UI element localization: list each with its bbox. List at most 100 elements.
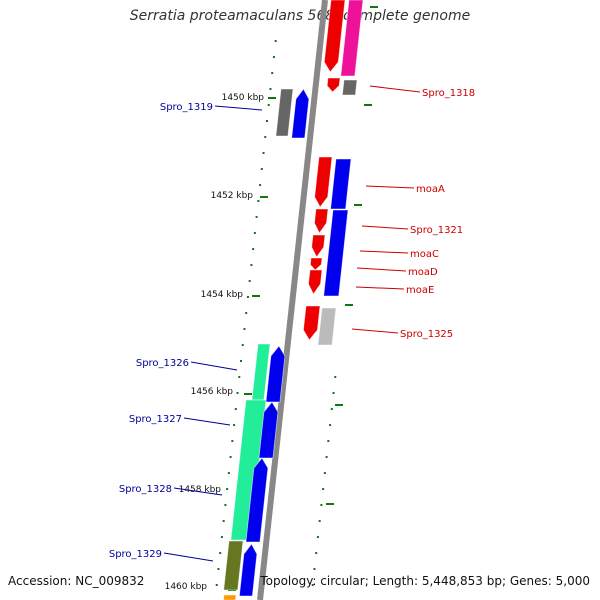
track-dot <box>269 88 272 90</box>
gene-label-reverse: Spro_1328 <box>119 484 172 495</box>
tick-mark <box>364 104 372 106</box>
track-dot <box>257 200 260 202</box>
gene-label-forward: moaD <box>408 267 438 278</box>
track-dot <box>215 584 218 586</box>
track-dot <box>264 136 267 138</box>
tick-mark <box>244 393 252 395</box>
tick-label: 1460 kbp <box>165 582 208 592</box>
gene-spro-1325-red <box>302 305 321 341</box>
gene-moaE <box>308 269 323 295</box>
gene-label-forward: Spro_1321 <box>410 225 463 236</box>
track-dot <box>313 568 316 570</box>
gene-spro-1326-arrow <box>265 345 286 403</box>
gene-blue-1 <box>330 158 352 210</box>
gene-label-reverse: Spro_1329 <box>109 549 162 560</box>
tick-label: 1456 kbp <box>191 387 234 397</box>
leader-line <box>361 225 409 230</box>
gene-spro-1329 <box>223 540 244 591</box>
map-title: Serratia proteamaculans 568, complete ge… <box>129 8 471 24</box>
track-dot <box>217 568 220 570</box>
track-dot <box>332 392 335 394</box>
track-dot <box>246 296 249 298</box>
track-dot <box>222 520 225 522</box>
gene-label-forward: moaE <box>406 285 434 296</box>
tick-label: 1452 kbp <box>211 191 254 201</box>
tick-mark <box>354 204 362 206</box>
leader-line <box>365 185 415 189</box>
genome-backbone <box>257 0 328 600</box>
tick-mark <box>335 404 343 406</box>
track-dot <box>311 584 314 586</box>
track-dot <box>330 408 333 410</box>
track-dot <box>231 440 234 442</box>
gene-spro-1317 <box>323 0 346 73</box>
track-dot <box>252 248 255 250</box>
tick-mark <box>326 503 334 505</box>
gene-moaA <box>314 156 333 208</box>
length-value: 5,448,853 bp <box>421 574 502 588</box>
gene-label-forward: Spro_1325 <box>400 329 453 340</box>
gene-gray-small <box>341 79 358 96</box>
track-dot <box>255 216 258 218</box>
track-dot <box>262 152 265 154</box>
gene-spro-1319-arrow <box>291 88 310 139</box>
leader-line <box>356 267 407 272</box>
gene-spro-1328-arrow <box>245 457 269 543</box>
gene-spro-1319 <box>275 88 294 137</box>
leader-line <box>173 487 223 496</box>
genes-label: Genes: <box>509 574 552 588</box>
leader-line <box>190 361 238 371</box>
track-dot <box>224 504 227 506</box>
track-dot <box>325 456 328 458</box>
tick-mark <box>345 304 353 306</box>
track-dot <box>274 40 277 42</box>
track-dot <box>329 424 332 426</box>
topology-label: Topology: <box>260 574 317 588</box>
track-dot <box>323 472 326 474</box>
gene-blue-2 <box>323 209 349 297</box>
gene-pink-block <box>340 0 364 77</box>
tick-mark <box>252 295 260 297</box>
leader-line <box>163 552 214 562</box>
gene-spro-1327-arrow <box>258 401 279 459</box>
track-dot <box>260 168 263 170</box>
tick-label: 1458 kbp <box>179 485 222 495</box>
leader-line <box>214 105 263 111</box>
track-dot <box>250 264 253 266</box>
track-dot <box>266 120 268 122</box>
track-dot <box>240 360 242 362</box>
track-dot <box>241 344 244 346</box>
gene-label-forward: moaC <box>410 249 439 260</box>
tick-label: 1454 kbp <box>201 290 244 300</box>
track-dot <box>227 472 230 474</box>
track-dot <box>259 184 262 186</box>
leader-line <box>351 328 399 334</box>
track-dot <box>334 376 337 378</box>
track-dot <box>315 552 318 554</box>
track-dot <box>271 72 274 74</box>
track-dot <box>267 104 270 106</box>
gene-moaD <box>309 257 323 271</box>
length-label: Length: <box>372 574 419 588</box>
track-dot <box>233 424 236 426</box>
gene-label-reverse: Spro_1327 <box>129 414 182 425</box>
track-dot <box>272 56 275 58</box>
track-dot <box>253 232 256 234</box>
leader-line <box>355 286 405 290</box>
labels-layer: 1450 kbp 1452 kbp 1454 kbp 1456 kbp 1458 kbp… <box>109 85 475 592</box>
tick-mark <box>260 196 268 198</box>
track-dot <box>236 392 239 394</box>
track-dot <box>322 488 325 490</box>
track-dot <box>234 408 237 410</box>
leader-line <box>183 417 231 426</box>
gene-spro-1329-arrow <box>238 543 258 597</box>
gene-label-reverse: Spro_1319 <box>160 102 213 113</box>
leader-line <box>369 85 421 93</box>
genome-stats: Topology: circular; Length: 5,448,853 bp… <box>260 574 590 588</box>
track-dot <box>327 440 330 442</box>
tick-mark <box>268 97 276 99</box>
track-dot <box>229 456 232 458</box>
gene-moaC <box>311 234 326 258</box>
track-dot <box>238 376 241 378</box>
